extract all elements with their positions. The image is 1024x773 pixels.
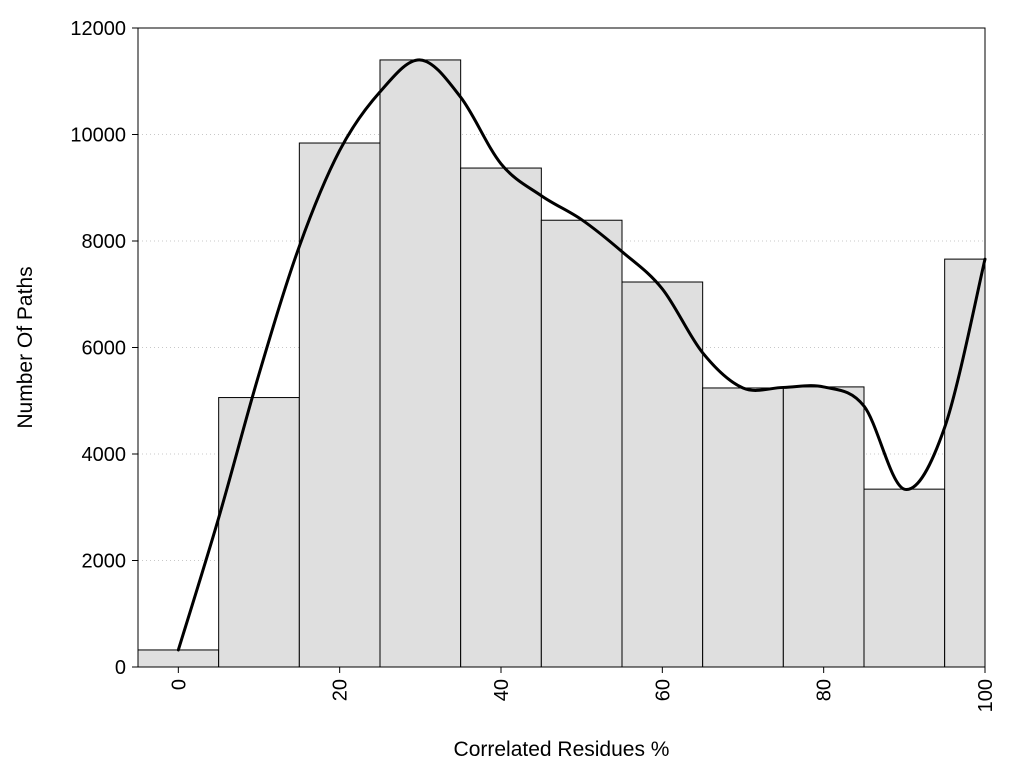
- smooth-density-line: [176, 58, 987, 652]
- histogram-bar-90: [863, 488, 946, 668]
- x-tick-label: 0: [168, 679, 190, 690]
- histogram-bar-80: [782, 386, 865, 668]
- histogram-bar-100: [944, 258, 986, 668]
- histogram-bar-30: [379, 59, 462, 668]
- y-tick-label: 8000: [82, 231, 127, 253]
- x-tick-label: 80: [814, 679, 836, 701]
- y-tick-label: 2000: [82, 551, 127, 573]
- bars-layer: [137, 59, 986, 668]
- histogram-bar-60: [621, 281, 704, 668]
- x-tick-label: 20: [330, 679, 352, 701]
- x-axis-title: Correlated Residues %: [454, 738, 670, 761]
- y-tick-label: 0: [115, 657, 126, 679]
- histogram-bar-0: [137, 649, 220, 668]
- y-tick-label: 10000: [70, 125, 126, 147]
- histogram-bar-10: [218, 397, 300, 668]
- x-tick-label: 60: [652, 679, 674, 701]
- x-tick-label: 40: [491, 679, 513, 701]
- histogram-bar-70: [702, 387, 784, 668]
- histogram-bar-40: [460, 167, 542, 668]
- line-layer: [176, 58, 987, 652]
- x-tick-label: 100: [975, 679, 997, 712]
- y-tick-label: 4000: [82, 444, 127, 466]
- histogram-bar-20: [298, 142, 381, 668]
- x-axis: 0 20 40 60 80 100: [168, 667, 997, 712]
- y-axis-title: Number Of Paths: [14, 266, 37, 428]
- y-tick-label: 12000: [70, 18, 126, 40]
- histogram-bar-50: [540, 219, 623, 668]
- y-axis: 0 2000 4000 6000 8000 10000 12000: [70, 18, 138, 679]
- y-tick-label: 6000: [82, 338, 127, 360]
